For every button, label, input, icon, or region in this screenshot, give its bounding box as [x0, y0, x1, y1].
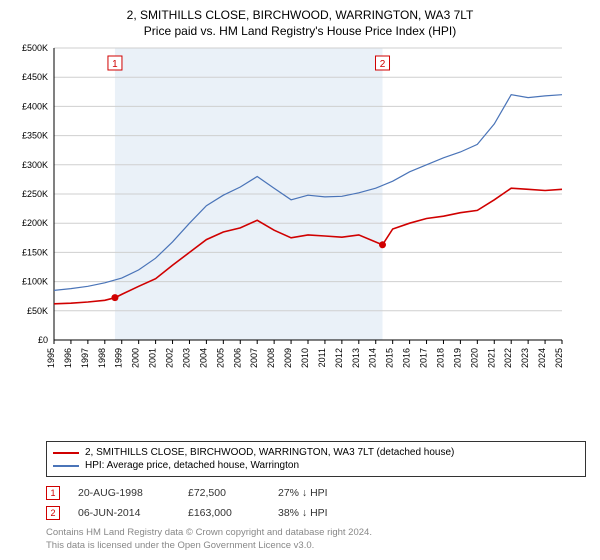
svg-text:2013: 2013	[351, 348, 361, 368]
svg-text:2: 2	[380, 59, 386, 70]
svg-text:£50K: £50K	[27, 306, 48, 316]
svg-text:1: 1	[112, 59, 118, 70]
svg-text:2018: 2018	[435, 348, 445, 368]
transaction-price: £163,000	[188, 507, 260, 519]
marker-badge-2: 2	[46, 506, 60, 520]
title-block: 2, SMITHILLS CLOSE, BIRCHWOOD, WARRINGTO…	[10, 8, 590, 38]
transaction-price: £72,500	[188, 487, 260, 499]
legend-box: 2, SMITHILLS CLOSE, BIRCHWOOD, WARRINGTO…	[46, 441, 586, 477]
legend-swatch-2	[53, 465, 79, 467]
svg-text:1997: 1997	[80, 348, 90, 368]
svg-text:2011: 2011	[317, 348, 327, 367]
footnote: Contains HM Land Registry data © Crown c…	[46, 527, 590, 552]
svg-text:£250K: £250K	[22, 189, 48, 199]
svg-text:£150K: £150K	[22, 247, 48, 257]
svg-text:£500K: £500K	[22, 44, 48, 53]
footnote-line-1: Contains HM Land Registry data © Crown c…	[46, 527, 590, 539]
svg-text:2007: 2007	[249, 348, 259, 368]
transaction-row: 1 20-AUG-1998 £72,500 27% ↓ HPI	[46, 483, 590, 503]
svg-text:1998: 1998	[97, 348, 107, 368]
transaction-date: 06-JUN-2014	[78, 507, 170, 519]
svg-text:1996: 1996	[63, 348, 73, 368]
svg-text:2010: 2010	[300, 348, 310, 368]
svg-text:2004: 2004	[198, 348, 208, 368]
transaction-delta: 38% ↓ HPI	[278, 507, 328, 519]
svg-text:2006: 2006	[232, 348, 242, 368]
legend-row-1: 2, SMITHILLS CLOSE, BIRCHWOOD, WARRINGTO…	[53, 446, 579, 459]
transaction-date: 20-AUG-1998	[78, 487, 170, 499]
svg-text:2020: 2020	[469, 348, 479, 368]
svg-text:2005: 2005	[215, 348, 225, 368]
transaction-row: 2 06-JUN-2014 £163,000 38% ↓ HPI	[46, 503, 590, 523]
svg-text:2012: 2012	[334, 348, 344, 368]
svg-text:2008: 2008	[266, 348, 276, 368]
svg-text:2015: 2015	[385, 348, 395, 368]
title-address: 2, SMITHILLS CLOSE, BIRCHWOOD, WARRINGTO…	[10, 8, 590, 22]
svg-text:£350K: £350K	[22, 131, 48, 141]
svg-text:2022: 2022	[503, 348, 513, 368]
transaction-delta: 27% ↓ HPI	[278, 487, 328, 499]
footnote-line-2: This data is licensed under the Open Gov…	[46, 540, 590, 552]
svg-text:2023: 2023	[520, 348, 530, 368]
svg-text:2025: 2025	[554, 348, 564, 368]
svg-text:£400K: £400K	[22, 101, 48, 111]
svg-text:2003: 2003	[181, 348, 191, 368]
svg-text:1995: 1995	[46, 348, 56, 368]
svg-text:2021: 2021	[486, 348, 496, 368]
title-subtitle: Price paid vs. HM Land Registry's House …	[10, 24, 590, 38]
svg-text:1999: 1999	[114, 348, 124, 368]
svg-text:2016: 2016	[402, 348, 412, 368]
svg-text:£0: £0	[38, 335, 48, 345]
chart-area: £0 £50K £100K £150K £200K £250K £300K £350K £400…	[10, 44, 590, 437]
svg-text:£100K: £100K	[22, 277, 48, 287]
legend-label-1: 2, SMITHILLS CLOSE, BIRCHWOOD, WARRINGTO…	[85, 447, 454, 458]
chart-container: 2, SMITHILLS CLOSE, BIRCHWOOD, WARRINGTO…	[0, 0, 600, 560]
svg-text:2009: 2009	[283, 348, 293, 368]
svg-text:2002: 2002	[165, 348, 175, 368]
svg-text:2019: 2019	[452, 348, 462, 368]
marker-badge-1: 1	[46, 486, 60, 500]
legend-label-2: HPI: Average price, detached house, Warr…	[85, 460, 299, 471]
svg-text:2000: 2000	[131, 348, 141, 368]
svg-text:£450K: £450K	[22, 72, 48, 82]
svg-text:2024: 2024	[537, 348, 547, 368]
svg-text:£300K: £300K	[22, 160, 48, 170]
legend-swatch-1	[53, 452, 79, 454]
svg-text:2017: 2017	[419, 348, 429, 368]
transactions-block: 1 20-AUG-1998 £72,500 27% ↓ HPI 2 06-JUN…	[46, 483, 590, 523]
svg-text:£200K: £200K	[22, 218, 48, 228]
legend-row-2: HPI: Average price, detached house, Warr…	[53, 459, 579, 472]
line-chart: £0 £50K £100K £150K £200K £250K £300K £350K £400…	[10, 44, 570, 374]
svg-text:2001: 2001	[148, 348, 158, 368]
svg-text:2014: 2014	[368, 348, 378, 368]
